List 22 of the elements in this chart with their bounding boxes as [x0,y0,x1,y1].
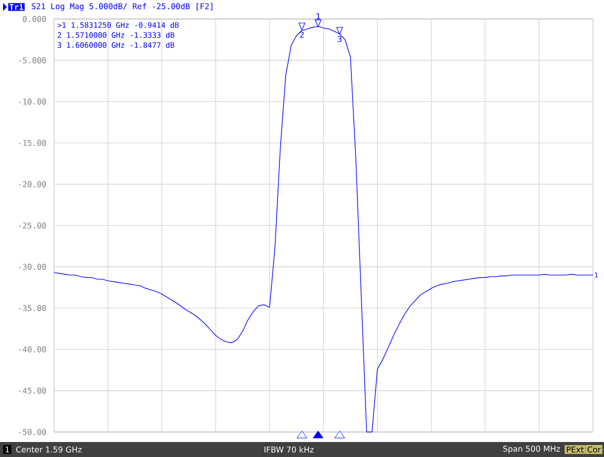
text: Center 1.59 GHz [16,446,82,453]
text: PExt [566,446,584,452]
y-tick-label: -35.00 [18,305,46,312]
annotation: 3 [338,36,342,42]
y-tick-label: -30.00 [18,264,46,270]
text: IFBW 70 kHz [264,446,314,453]
text: 1 [6,446,10,452]
y-tick-label: -5.000 [18,57,46,64]
y-tick-label: -20.00 [18,181,46,188]
chart-title: S21 Log Mag 5.000dB/ Ref -25.00dB [F2] [32,3,212,11]
y-tick-label: -25.00 [18,222,46,229]
y-tick-label: -15.00 [18,140,46,146]
y-tick-label: -45.00 [18,388,46,394]
y-tick-label: 0.000 [22,16,46,22]
text: Cor [588,446,601,453]
annotation: 1 [316,13,320,20]
y-tick-label: -50.00 [18,428,46,436]
text: Span 500 MHz [503,446,560,454]
legend-label: Tr1 [10,4,24,10]
annotation: 2 [300,32,304,38]
y-tick-label: -40.00 [18,346,46,352]
y-tick-label: -10.00 [18,98,46,105]
